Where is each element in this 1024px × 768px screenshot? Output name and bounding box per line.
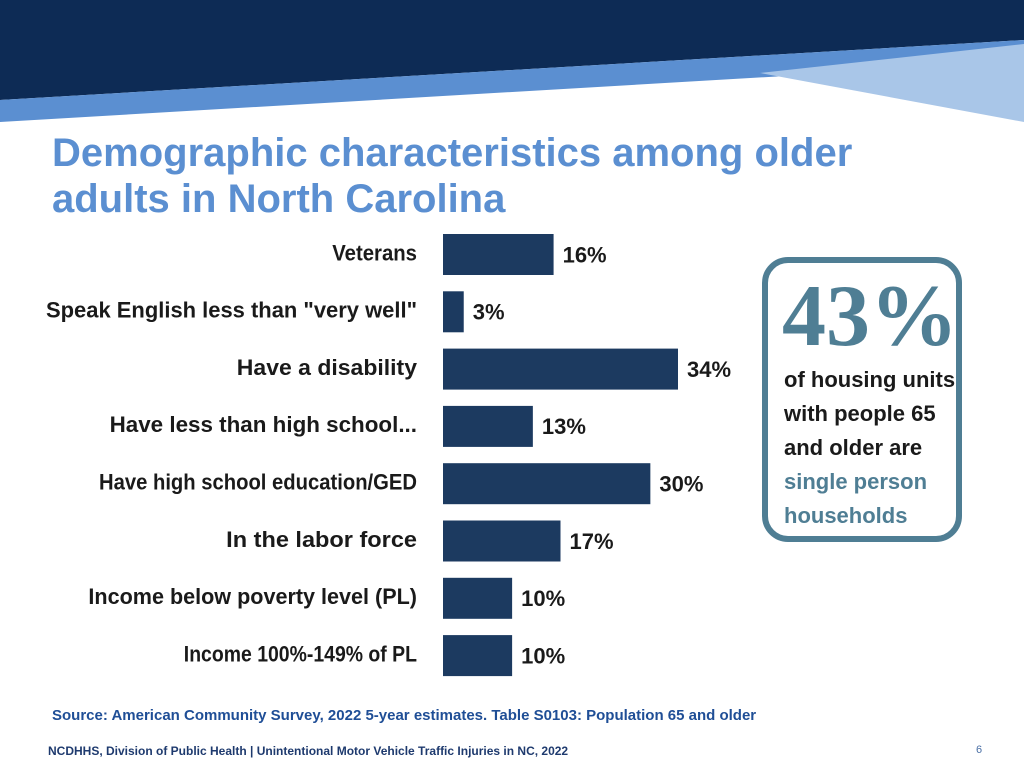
bar (443, 234, 554, 275)
page-title-line-1: Demographic characteristics among older (52, 131, 853, 175)
page-title-line-2: adults in North Carolina (52, 177, 506, 221)
callout-text: of housing units with people 65 and olde… (784, 367, 956, 460)
callout-big-value: 43% (782, 268, 958, 365)
housing-callout-box: 43% of housing units with people 65 and … (762, 257, 962, 542)
page-title: Demographic characteristics among older … (52, 130, 992, 222)
category-label: Have a disability (237, 355, 418, 380)
value-label: 10% (521, 643, 565, 668)
value-label: 30% (659, 472, 703, 497)
bar (443, 463, 651, 505)
category-label: Have high school education/GED (99, 470, 417, 495)
value-label: 34% (687, 357, 731, 382)
bar (443, 635, 513, 677)
category-label: Income 100%-149% of PL (184, 641, 417, 666)
value-label: 17% (570, 529, 614, 554)
bar (443, 348, 678, 390)
callout-highlight: single person households (784, 469, 928, 528)
bar (443, 577, 513, 619)
source-note: Source: American Community Survey, 2022 … (52, 707, 757, 724)
bar-chart: Veterans 16% Speak English less than "very… (46, 234, 731, 677)
value-label: 16% (563, 242, 607, 267)
category-label: Income below poverty level (PL) (88, 584, 417, 609)
category-label: Veterans (332, 240, 417, 265)
category-label: In the labor force (226, 527, 417, 552)
bar (443, 291, 464, 333)
bar (443, 520, 561, 562)
page-number: 6 (976, 744, 983, 756)
header-banner (0, 0, 1024, 122)
category-label: Have less than high school... (110, 412, 417, 437)
value-label: 3% (473, 300, 505, 325)
value-label: 10% (521, 586, 565, 611)
bar (443, 405, 533, 447)
footer-text: NCDHHS, Division of Public Health | Unin… (48, 744, 569, 758)
category-label: Speak English less than "very well" (46, 298, 417, 323)
value-label: 13% (542, 414, 586, 439)
